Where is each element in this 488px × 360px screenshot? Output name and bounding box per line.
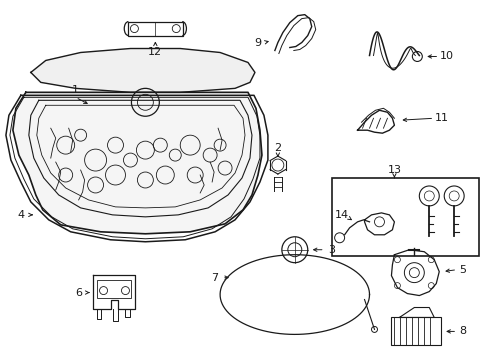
Text: 5: 5: [459, 265, 466, 275]
Bar: [128, 22, 183, 36]
Text: 6: 6: [75, 288, 82, 298]
Bar: [331, 178, 478, 256]
Bar: [390, 318, 440, 345]
Text: 7: 7: [211, 273, 218, 283]
Text: 4: 4: [17, 210, 24, 220]
Text: 3: 3: [327, 245, 334, 255]
Polygon shape: [31, 49, 254, 92]
Text: 13: 13: [386, 165, 401, 175]
Text: 1: 1: [72, 85, 79, 95]
Text: 2: 2: [274, 143, 281, 153]
Text: 10: 10: [439, 51, 453, 62]
Text: 9: 9: [254, 37, 261, 48]
Polygon shape: [13, 92, 262, 234]
Text: 8: 8: [459, 327, 466, 336]
Bar: [96, 280, 131, 298]
Text: 14: 14: [334, 210, 348, 220]
Text: 11: 11: [434, 113, 448, 123]
Text: 12: 12: [148, 48, 162, 58]
